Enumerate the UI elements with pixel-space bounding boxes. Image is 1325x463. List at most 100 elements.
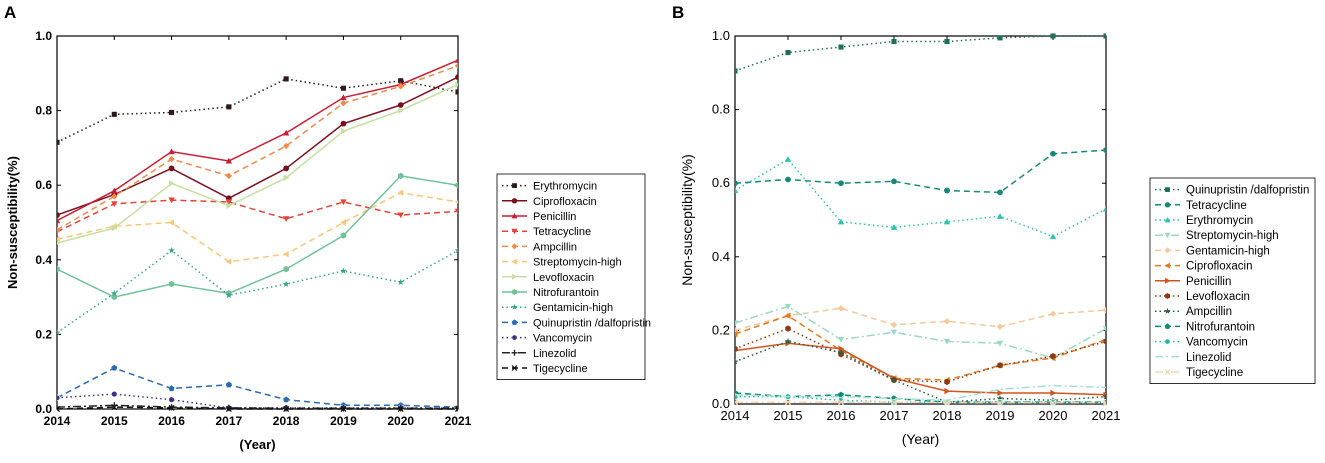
legend-label: Nitrofurantoin — [533, 287, 599, 299]
data-point-ampcillin — [735, 358, 739, 365]
legend-label: Tigecycline — [533, 363, 588, 375]
data-point-levofloxacin — [785, 325, 791, 332]
data-point-penicillin — [111, 187, 118, 194]
legend-item-quinupristin-dalfopristin: Quinupristin /dalfopristin — [502, 317, 651, 329]
legend-swatch-marker — [511, 258, 517, 265]
series-penicillin — [735, 340, 1106, 398]
data-point-levofloxacin — [735, 345, 738, 352]
series-line-erythromycin — [57, 78, 458, 143]
legend-label: Ampcillin — [1186, 306, 1232, 318]
series-line-tetracycline — [735, 149, 1106, 194]
y-axis-title: Non-susceptibility(%) — [679, 154, 695, 285]
y-tick-label: 0.0 — [712, 396, 730, 411]
data-point-tigecycline — [454, 405, 458, 413]
series-line-linezolid — [735, 384, 1106, 402]
data-point-erythromycin — [735, 187, 739, 194]
legend-item-streptomycin-high: Streptomycin-high — [502, 257, 622, 269]
series-line-gentamicin-high — [57, 249, 458, 334]
data-point-nitrofurantoin — [397, 172, 404, 180]
legend-swatch-marker — [1164, 369, 1171, 375]
x-tick-label: 2021 — [445, 414, 472, 428]
legend-item-penicillin: Penicillin — [1155, 276, 1231, 288]
y-tick-label: 0.6 — [712, 175, 730, 190]
data-point-ampcillin — [225, 172, 233, 180]
legend-label: Tigecycline — [1186, 367, 1243, 379]
data-point-quinupristin-dalfopristin — [997, 35, 1003, 41]
data-point-vancomycin — [57, 394, 61, 401]
data-point-erythromycin — [340, 85, 346, 91]
x-tick-label: 2015 — [101, 414, 128, 428]
data-point-gentamicin-high — [890, 321, 898, 329]
y-tick-label: 1.0 — [712, 28, 730, 43]
y-tick-label: 0.2 — [35, 327, 52, 341]
data-point-streptomycin-high — [996, 340, 1004, 347]
legend-swatch-marker — [511, 289, 518, 295]
plot-area — [735, 33, 1106, 406]
panel-letter: B — [672, 3, 684, 22]
plot-frame — [56, 35, 459, 410]
series-line-ampcillin — [735, 340, 1106, 403]
legend-swatch-marker — [1164, 247, 1171, 254]
data-point-ampcillin — [996, 394, 1004, 402]
data-point-streptomycin-high — [837, 337, 845, 343]
data-point-ampcillin — [397, 83, 404, 90]
series-tigecycline — [57, 404, 458, 413]
series-line-levofloxacin — [57, 83, 458, 244]
x-tick-label: 2021 — [1092, 408, 1121, 423]
series-levofloxacin — [57, 81, 458, 245]
data-point-tetracycline — [225, 199, 233, 206]
legend-label: Tetracycline — [533, 226, 591, 238]
data-point-tetracycline — [1103, 147, 1106, 153]
series-line-linezolid — [57, 404, 458, 410]
data-point-quinupristin-dalfopristin — [785, 50, 791, 56]
series-erythromycin — [735, 156, 1106, 240]
legend-swatch-marker — [511, 228, 518, 235]
data-point-ciprofloxacin — [397, 102, 404, 108]
data-point-tetracycline — [282, 216, 290, 222]
data-point-ampcillin — [111, 193, 118, 200]
y-tick-label: 0.8 — [712, 102, 730, 117]
legend-swatch-marker — [1165, 277, 1171, 284]
data-point-penicillin — [340, 94, 347, 101]
data-point-quinupristin-dalfopristin — [225, 381, 232, 388]
data-point-gentamicin-high — [110, 289, 118, 297]
data-point-vancomycin — [168, 396, 175, 403]
data-point-tetracycline — [944, 187, 950, 194]
data-point-tigecycline — [890, 399, 898, 406]
data-point-levofloxacin — [283, 174, 290, 181]
data-point-ampcillin — [890, 376, 898, 383]
legend-item-ampcillin: Ampcillin — [502, 241, 577, 253]
legend-swatch-marker — [1164, 217, 1171, 223]
legend-label: Gentamicin-high — [1186, 245, 1270, 257]
data-point-erythromycin — [398, 78, 404, 84]
data-point-quinupristin-dalfopristin — [735, 68, 738, 74]
legend-swatch-marker — [511, 213, 518, 219]
legend-item-nitrofurantoin: Nitrofurantoin — [502, 287, 599, 299]
data-point-erythromycin — [1049, 233, 1057, 240]
legend-swatch-marker — [1164, 232, 1171, 239]
x-tick-label: 2017 — [880, 408, 909, 423]
data-point-erythromycin — [996, 213, 1004, 219]
data-point-tetracycline — [454, 208, 458, 215]
data-point-erythromycin — [283, 76, 289, 82]
data-point-quinupristin-dalfopristin — [891, 38, 897, 45]
series-line-vancomycin — [735, 395, 1106, 403]
data-point-penicillin — [997, 389, 1004, 397]
data-point-tigecycline — [943, 399, 951, 406]
legend-item-tetracycline: Tetracycline — [502, 226, 591, 238]
series-quinupristin-dalfopristin — [57, 364, 458, 410]
data-point-penicillin — [1050, 389, 1057, 397]
legend-item-levofloxacin: Levofloxacin — [502, 272, 594, 284]
y-tick-label: 0.2 — [712, 322, 730, 337]
data-point-nitrofurantoin — [340, 232, 347, 239]
data-point-tetracycline — [997, 189, 1003, 196]
legend-swatch-marker — [1164, 307, 1171, 314]
data-point-linezolid — [225, 404, 233, 412]
legend-swatch-marker — [511, 198, 518, 204]
panel-a: A 0.0 0.2 0.4 0.6 0.8 1.0 2014 2015 2016 2017 2018 2… — [4, 3, 651, 452]
y-tick-label: 1.0 — [35, 29, 52, 43]
data-point-quinupristin-dalfopristin — [838, 44, 844, 50]
data-point-streptomycin-high — [943, 338, 951, 345]
legend-label: Erythromycin — [1186, 215, 1253, 227]
legend-label: Linezolid — [533, 348, 576, 360]
